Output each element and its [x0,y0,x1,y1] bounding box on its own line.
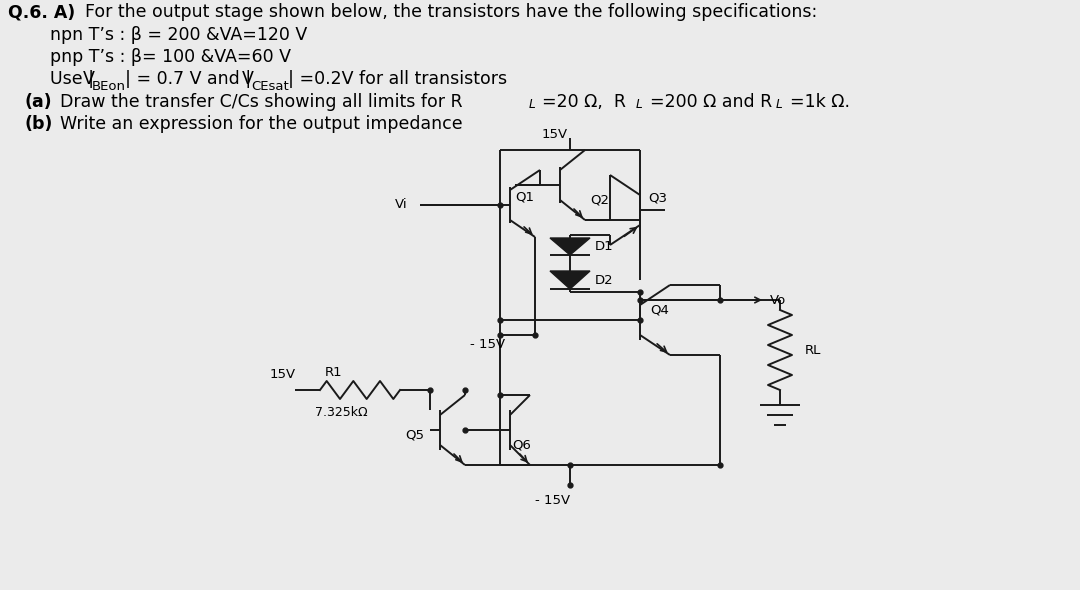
Polygon shape [550,271,590,289]
Text: Q1: Q1 [515,191,534,204]
Text: For the output stage shown below, the transistors have the following specificati: For the output stage shown below, the tr… [85,3,818,21]
Text: RL: RL [805,343,822,356]
Text: Q4: Q4 [650,303,669,316]
Text: =20 Ω,  R: =20 Ω, R [542,93,626,111]
Text: 15V: 15V [270,369,296,382]
Text: | = 0.7 V and |: | = 0.7 V and | [125,70,252,88]
Text: CEsat: CEsat [251,80,288,93]
Text: $_L$: $_L$ [635,93,644,111]
Text: $_L$: $_L$ [528,93,536,111]
Text: Vo: Vo [770,293,786,306]
Text: Q2: Q2 [590,194,609,206]
Text: Use |: Use | [50,70,94,88]
Text: R1: R1 [325,365,342,379]
Text: (b): (b) [25,115,53,133]
Polygon shape [550,238,590,255]
Text: =1k Ω.: =1k Ω. [789,93,850,111]
Text: - 15V: - 15V [470,339,505,352]
Text: Draw the transfer C/Cs showing all limits for R: Draw the transfer C/Cs showing all limit… [60,93,462,111]
Text: V: V [83,70,95,88]
Text: D1: D1 [595,240,613,253]
Text: Q.6. A): Q.6. A) [8,3,76,21]
Text: Q3: Q3 [648,192,667,205]
Text: (a): (a) [25,93,53,111]
Text: pnp T’s : β= 100 &VA=60 V: pnp T’s : β= 100 &VA=60 V [50,48,291,66]
Text: Q5: Q5 [405,428,424,441]
Text: $_L$: $_L$ [775,93,783,111]
Text: | =0.2V for all transistors: | =0.2V for all transistors [288,70,508,88]
Text: Vi: Vi [395,198,407,211]
Text: =200 Ω and R: =200 Ω and R [650,93,772,111]
Text: Q6: Q6 [512,438,531,451]
Text: 15V: 15V [542,129,568,142]
Text: - 15V: - 15V [535,493,570,506]
Text: npn T’s : β = 200 &VA=120 V: npn T’s : β = 200 &VA=120 V [50,26,307,44]
Text: BEon: BEon [92,80,126,93]
Text: D2: D2 [595,274,613,287]
Text: 7.325kΩ: 7.325kΩ [315,405,367,418]
Text: V: V [242,70,254,88]
Text: Write an expression for the output impedance: Write an expression for the output imped… [60,115,462,133]
